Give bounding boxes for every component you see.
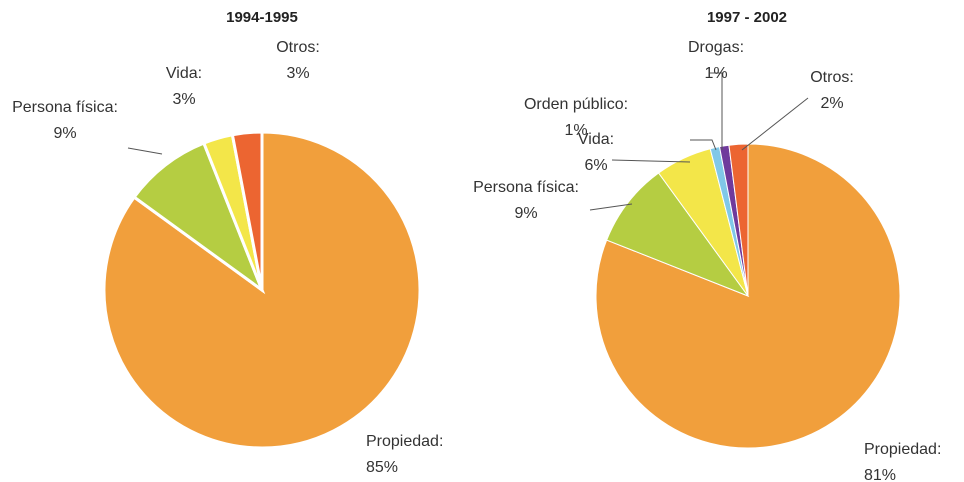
pie-slice — [728, 143, 749, 297]
slice-label: Orden público: — [524, 96, 628, 113]
slice-value-label: 3% — [172, 91, 195, 108]
slice-label: Persona física: — [12, 99, 118, 116]
slice-label: Drogas: — [688, 39, 744, 56]
leader-line — [710, 72, 723, 150]
slice-label: Otros: — [810, 69, 854, 86]
leader-line — [690, 139, 717, 151]
slice-value-label: 1% — [704, 65, 727, 82]
chart-title: 1994-1995 — [226, 9, 298, 26]
slice-label: Propiedad: — [864, 441, 941, 458]
pie-slice — [230, 130, 264, 291]
leader-line — [589, 203, 633, 211]
slice-value-label: 1% — [564, 122, 587, 139]
slice-value-label: 2% — [820, 95, 843, 112]
slice-value-label: 3% — [286, 65, 309, 82]
pie-slice — [132, 141, 266, 295]
leader-line — [741, 97, 809, 151]
slice-value-label: 9% — [514, 205, 537, 222]
slice-value-label: 81% — [864, 467, 896, 482]
slice-value-label: 6% — [584, 157, 607, 174]
slice-label: Vida: — [166, 65, 202, 82]
slice-label: Otros: — [276, 39, 320, 56]
slice-label: Propiedad: — [366, 433, 443, 450]
leader-line — [127, 147, 163, 155]
slice-label: Persona física: — [473, 179, 579, 196]
slice-label: Vida: — [578, 131, 614, 148]
slice-value-label: 85% — [366, 459, 398, 476]
leader-line — [611, 159, 691, 163]
pie-slice — [606, 172, 750, 298]
slice-value-label: 9% — [53, 125, 76, 142]
chart-title: 1997 - 2002 — [707, 9, 787, 26]
